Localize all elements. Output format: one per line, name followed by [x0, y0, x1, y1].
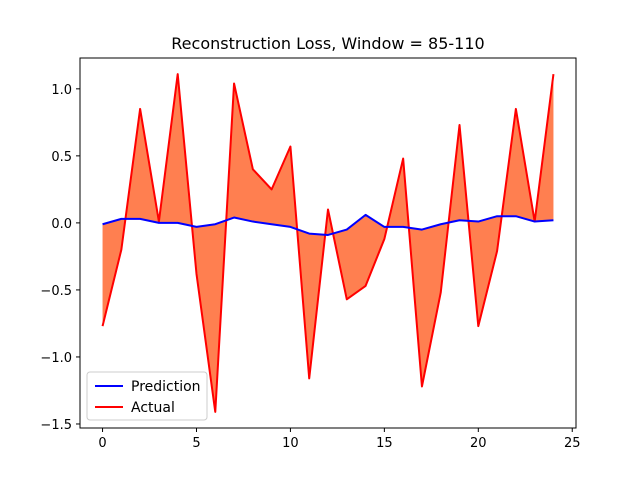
x-axis-ticks: 0 5 10 15 20 25 — [98, 428, 581, 451]
y-tick-label: −1.5 — [40, 418, 72, 433]
legend: Prediction Actual — [86, 371, 208, 421]
x-tick-label: 15 — [376, 436, 393, 451]
y-tick-label: 0.0 — [51, 217, 72, 232]
legend-label-prediction: Prediction — [131, 379, 201, 395]
legend-label-actual: Actual — [131, 400, 175, 416]
y-axis-ticks: −1.5 −1.0 −0.5 0.0 0.5 1.0 — [40, 83, 80, 433]
y-tick-label: −1.0 — [40, 351, 72, 366]
x-tick-label: 10 — [282, 436, 299, 451]
x-tick-label: 25 — [564, 436, 581, 451]
fill-between-layer — [102, 74, 554, 412]
x-tick-label: 0 — [98, 436, 106, 451]
y-tick-label: −0.5 — [40, 284, 72, 299]
fill-between-area — [102, 74, 554, 412]
axes-frame — [79, 57, 577, 429]
series-lines-layer — [101, 73, 555, 413]
series-line-prediction — [102, 213, 554, 236]
x-tick-label: 20 — [470, 436, 487, 451]
y-tick-label: 0.5 — [51, 150, 72, 165]
x-tick-label: 5 — [192, 436, 200, 451]
series-line-actual — [101, 73, 555, 413]
y-tick-label: 1.0 — [51, 83, 72, 98]
chart-title: Reconstruction Loss, Window = 85-110 — [171, 34, 484, 53]
